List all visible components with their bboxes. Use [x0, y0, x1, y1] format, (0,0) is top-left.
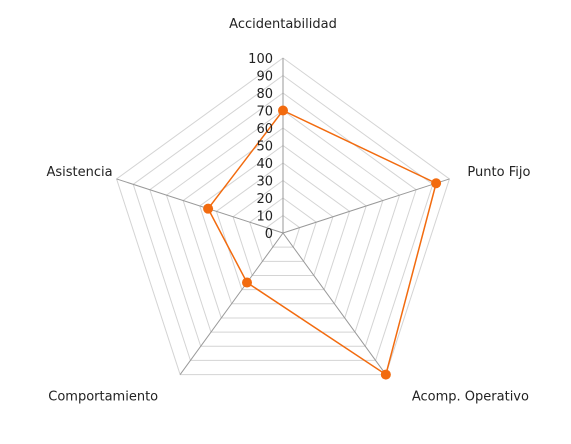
data-point-punto-fijo[interactable]: [431, 178, 442, 189]
radar-series: [203, 105, 442, 380]
grid-ring-90: [132, 74, 434, 361]
tick-label-50: 50: [256, 140, 273, 155]
axis-label-asistencia: Asistencia: [46, 165, 112, 180]
grid-ring-20: [249, 197, 317, 262]
spoke-asistencia: [116, 178, 284, 234]
tick-label-40: 40: [256, 157, 273, 172]
tick-label-0: 0: [265, 227, 273, 242]
tick-label-100: 100: [248, 52, 273, 67]
radar-spokes: [116, 58, 450, 375]
axis-label-comportamiento: Comportamiento: [48, 390, 158, 405]
tick-label-20: 20: [256, 192, 273, 207]
data-point-asistencia[interactable]: [203, 203, 214, 214]
radial-tick-labels: 0 10 20 30 40 50 60 70 80 90 100: [248, 52, 273, 242]
spoke-acomp-operativo: [282, 232, 387, 375]
grid-ring-30: [232, 179, 334, 276]
data-point-acomp-operativo[interactable]: [380, 369, 391, 380]
spoke-punto-fijo: [282, 178, 450, 234]
data-point-accidentabilidad[interactable]: [278, 105, 288, 116]
tick-label-70: 70: [256, 105, 273, 120]
series-line-0: [207, 109, 437, 376]
grid-ring-80: [149, 92, 417, 347]
tick-label-80: 80: [256, 87, 273, 102]
grid-ring-50: [199, 144, 367, 305]
spoke-comportamiento: [179, 232, 284, 375]
radar-grid: [115, 57, 451, 376]
tick-label-60: 60: [256, 122, 273, 137]
grid-ring-10: [265, 214, 301, 248]
axis-label-acomp-operativo: Acomp. Operativo: [412, 390, 529, 405]
axis-label-accidentabilidad: Accidentabilidad: [229, 17, 337, 32]
grid-ring-70: [165, 109, 401, 333]
grid-ring-40: [215, 162, 351, 291]
tick-label-10: 10: [256, 210, 273, 225]
grid-ring-60: [182, 127, 384, 319]
axis-label-punto-fijo: Punto Fijo: [467, 165, 530, 180]
grid-ring-100: [115, 57, 451, 376]
data-point-comportamiento[interactable]: [242, 277, 252, 288]
axis-labels: Accidentabilidad Punto Fijo Acomp. Operati…: [46, 17, 530, 405]
tick-label-30: 30: [256, 175, 273, 190]
tick-label-90: 90: [256, 70, 273, 85]
